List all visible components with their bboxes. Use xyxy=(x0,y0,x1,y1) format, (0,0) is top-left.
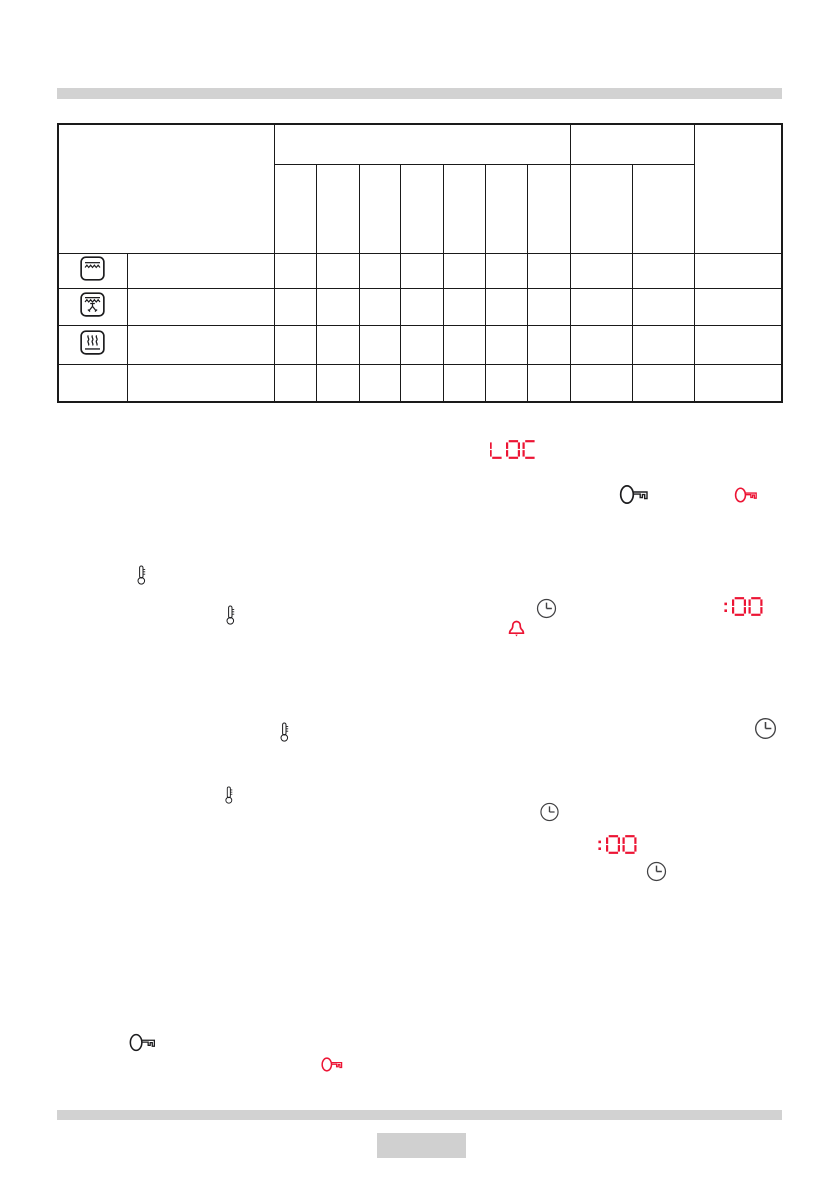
header-subcell xyxy=(569,163,633,254)
clock-icon xyxy=(540,802,559,822)
page-footer-box xyxy=(377,1133,466,1158)
key-icon xyxy=(619,485,648,504)
thermometer-icon xyxy=(137,565,146,585)
lock-display xyxy=(489,440,537,464)
key-icon-active xyxy=(734,487,757,503)
clock-icon xyxy=(754,717,777,740)
functions-table xyxy=(57,123,784,403)
table-header-row-1 xyxy=(57,123,783,254)
header-subcell xyxy=(442,163,486,254)
header-subcell xyxy=(631,163,695,254)
function-label-cell xyxy=(126,363,275,403)
table-row xyxy=(57,252,783,289)
table-row xyxy=(57,324,783,365)
function-icon-cell xyxy=(57,287,128,326)
table-header-row-2 xyxy=(58,163,782,254)
table-row xyxy=(57,287,783,326)
thermometer-icon xyxy=(226,605,235,625)
key-icon-active xyxy=(321,1057,343,1072)
header-cell-last xyxy=(693,123,783,254)
header-subcell xyxy=(273,163,317,254)
header-subcell xyxy=(484,163,528,254)
minute-display xyxy=(597,835,637,859)
bottom-divider-bar xyxy=(57,1110,782,1120)
table-row xyxy=(57,363,783,403)
function-label-cell xyxy=(126,324,275,365)
top-divider-bar xyxy=(57,88,782,99)
header-subcell xyxy=(358,163,401,254)
function-label-cell xyxy=(126,287,275,326)
function-icon-cell xyxy=(57,363,128,403)
minute-display xyxy=(723,597,763,621)
thermometer-icon xyxy=(280,722,289,742)
oven-grill-icon xyxy=(80,256,105,281)
function-label-cell xyxy=(126,252,275,289)
oven-grill-fan-icon xyxy=(80,292,105,317)
header-subcell xyxy=(399,163,444,254)
header-cell-group-1 xyxy=(273,123,571,165)
bell-icon xyxy=(508,620,525,637)
clock-icon xyxy=(646,861,667,882)
key-icon xyxy=(129,1033,156,1052)
header-subcell xyxy=(315,163,360,254)
oven-bottom-heat-icon xyxy=(80,330,105,355)
clock-icon xyxy=(536,598,557,619)
thermometer-icon xyxy=(225,786,233,804)
function-icon-cell xyxy=(57,324,128,365)
header-subcell xyxy=(526,163,571,254)
header-cell-group-2 xyxy=(569,123,695,165)
header-cell-function xyxy=(57,123,275,254)
function-icon-cell xyxy=(57,252,128,289)
